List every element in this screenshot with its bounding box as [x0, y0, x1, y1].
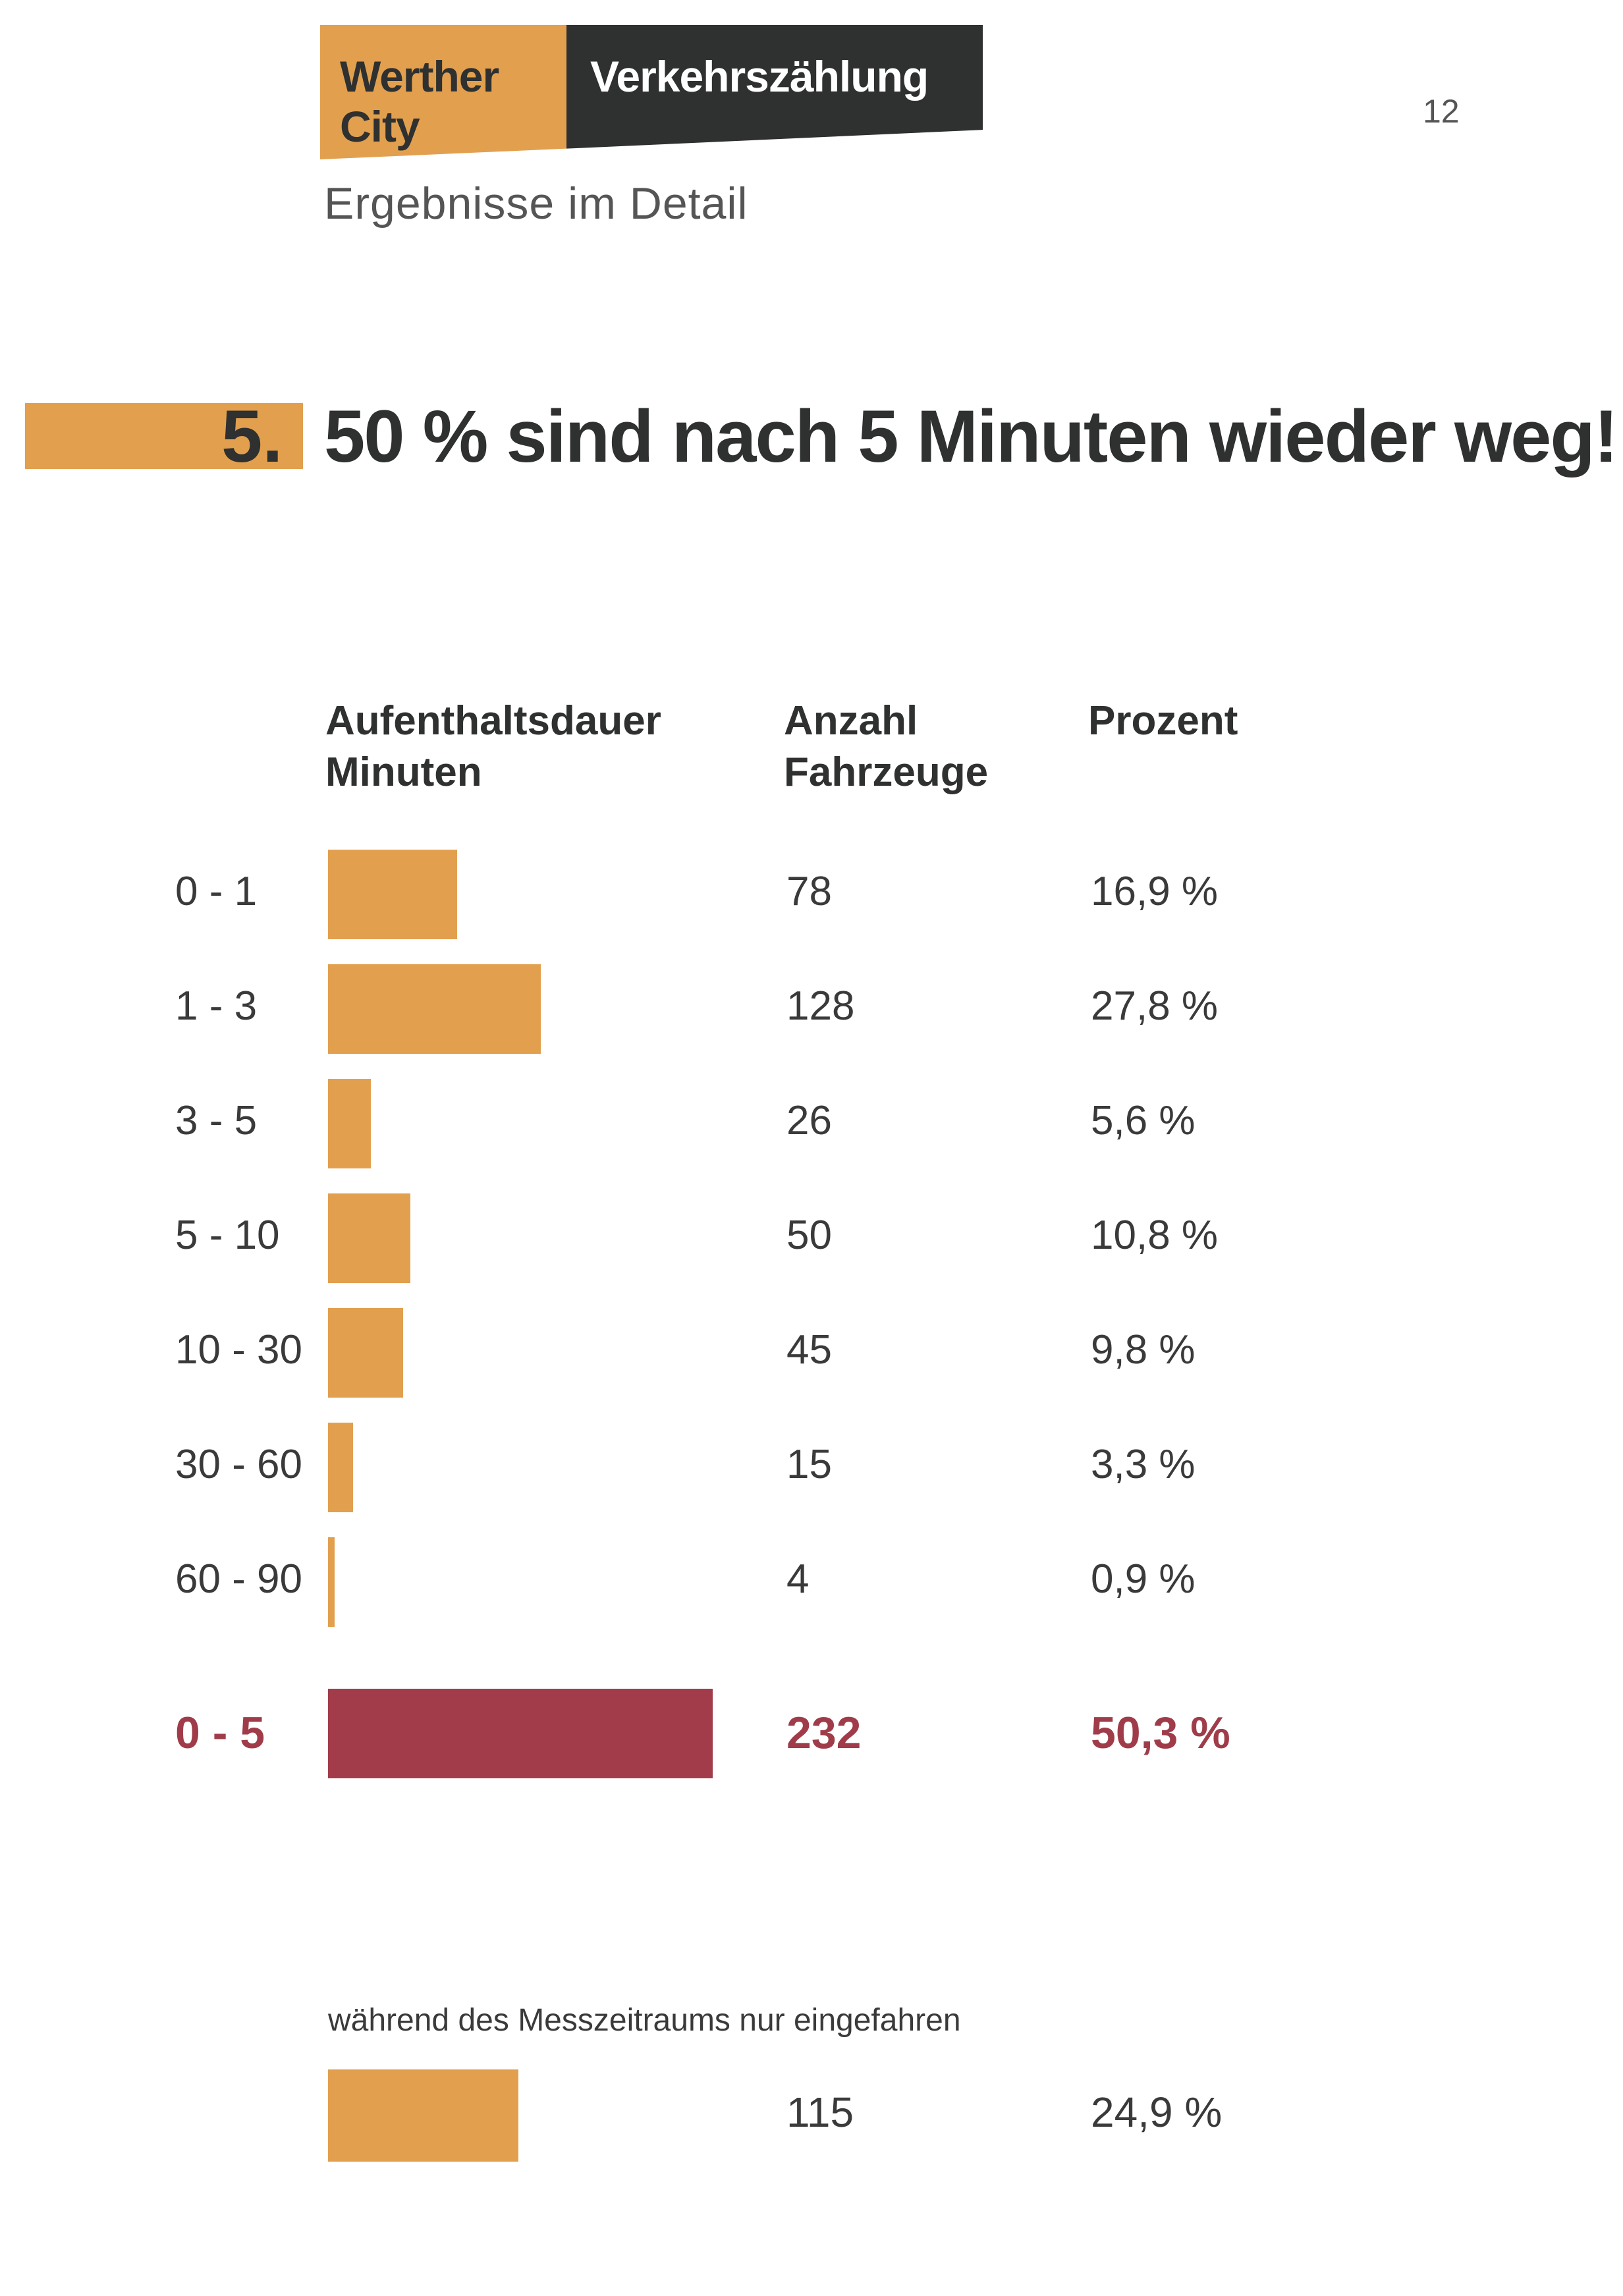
- section-number: 5.: [221, 395, 283, 478]
- row-bar: [328, 964, 541, 1054]
- section-title: 50 % sind nach 5 Minuten wieder weg!: [324, 395, 1618, 478]
- row-count: 45: [786, 1327, 832, 1373]
- note-label: während des Messzeitraums nur eingefahre…: [328, 2003, 961, 2038]
- summary-percent: 50,3 %: [1091, 1708, 1230, 1758]
- row-count: 26: [786, 1098, 832, 1143]
- row-count: 78: [786, 869, 832, 914]
- row-range-label: 60 - 90: [175, 1556, 303, 1602]
- brand-topic: Verkehrszählung: [590, 52, 929, 101]
- column-header-duration-line2: Minuten: [325, 750, 482, 795]
- summary-count: 232: [786, 1708, 862, 1758]
- row-percent: 10,8 %: [1091, 1213, 1219, 1258]
- brand-box-right: Verkehrszählung: [566, 25, 983, 149]
- title-accent-bar: [25, 403, 303, 469]
- brand-box-left: Werther City: [320, 25, 566, 159]
- column-header-count-line2: Fahrzeuge: [784, 750, 989, 795]
- brand-name: Werther City: [340, 52, 499, 151]
- note-percent: 24,9 %: [1091, 2089, 1223, 2136]
- row-count: 4: [786, 1556, 810, 1602]
- row-count: 15: [786, 1442, 832, 1487]
- column-header-count: Anzahl Fahrzeuge: [784, 696, 988, 798]
- row-percent: 3,3 %: [1091, 1442, 1196, 1487]
- row-percent: 27,8 %: [1091, 983, 1219, 1029]
- note-count: 115: [786, 2089, 854, 2136]
- row-percent: 16,9 %: [1091, 869, 1219, 914]
- brand-header: Werther City Verkehrszählung: [320, 25, 983, 159]
- row-range-label: 0 - 1: [175, 869, 258, 914]
- row-percent: 5,6 %: [1091, 1098, 1196, 1143]
- note-bar: [328, 2069, 518, 2162]
- column-header-percent-line1: Prozent: [1088, 698, 1238, 744]
- row-bar: [328, 1193, 410, 1283]
- row-range-label: 3 - 5: [175, 1098, 258, 1143]
- row-bar: [328, 1537, 335, 1627]
- row-range-label: 1 - 3: [175, 983, 258, 1029]
- row-count: 128: [786, 983, 855, 1029]
- subheading: Ergebnisse im Detail: [324, 178, 748, 229]
- row-count: 50: [786, 1213, 832, 1258]
- row-bar: [328, 1079, 371, 1168]
- page-number: 12: [1423, 93, 1460, 130]
- row-bar: [328, 850, 457, 939]
- column-header-percent: Prozent: [1088, 696, 1238, 747]
- summary-range-label: 0 - 5: [175, 1708, 265, 1758]
- summary-bar: [328, 1689, 713, 1778]
- row-bar: [328, 1423, 353, 1512]
- row-range-label: 5 - 10: [175, 1213, 280, 1258]
- column-header-duration: Aufenthaltsdauer Minuten: [325, 696, 661, 798]
- row-range-label: 30 - 60: [175, 1442, 303, 1487]
- column-header-duration-line1: Aufenthaltsdauer: [325, 698, 661, 744]
- column-header-count-line1: Anzahl: [784, 698, 918, 744]
- row-percent: 9,8 %: [1091, 1327, 1196, 1373]
- row-range-label: 10 - 30: [175, 1327, 303, 1373]
- row-percent: 0,9 %: [1091, 1556, 1196, 1602]
- row-bar: [328, 1308, 403, 1398]
